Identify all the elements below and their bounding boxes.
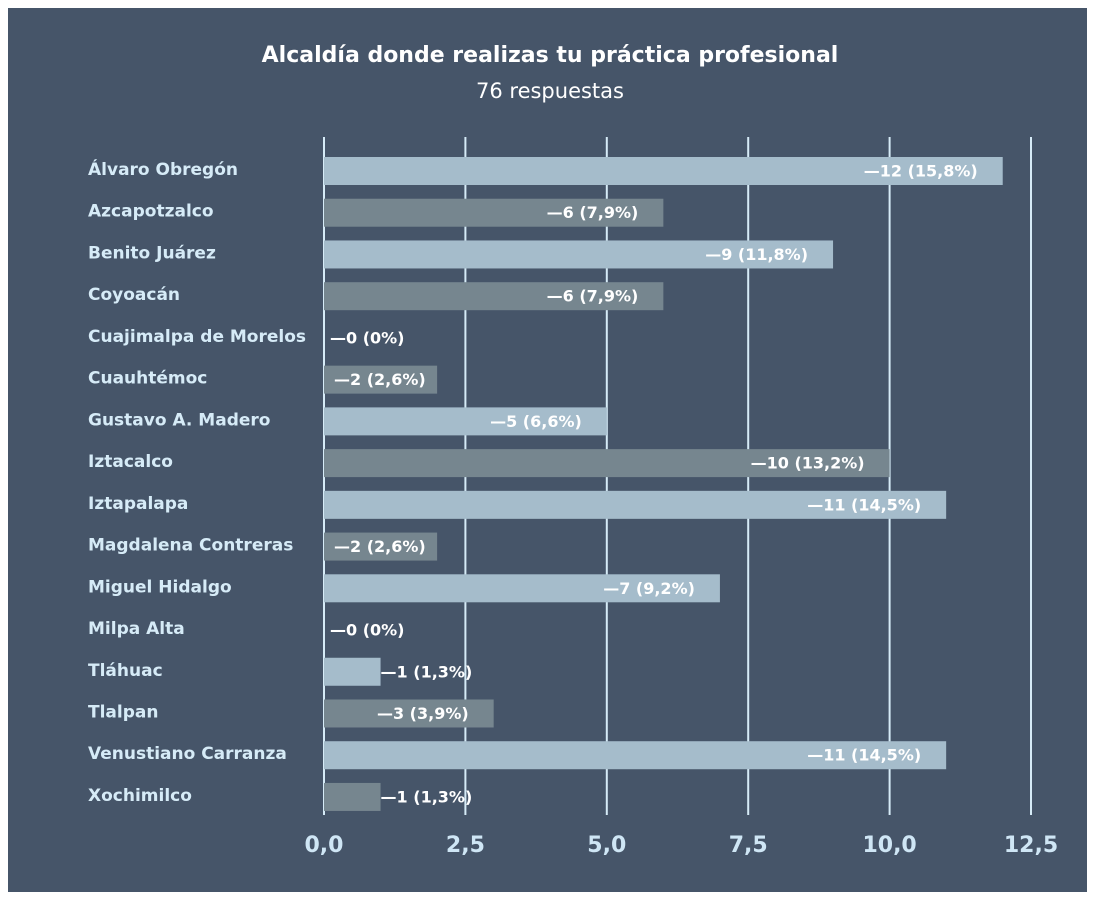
category-label: Tlalpan — [88, 702, 158, 722]
category-label: Magdalena Contreras — [88, 536, 293, 556]
category-label: Xochimilco — [88, 786, 192, 806]
category-label: Cuauhtémoc — [88, 369, 207, 389]
data-label: —5 (6,6%) — [490, 412, 582, 431]
data-label: —0 (0%) — [330, 328, 405, 347]
data-label: —11 (14,5%) — [807, 495, 921, 514]
category-label: Iztacalco — [88, 452, 173, 472]
category-label: Azcapotzalco — [88, 202, 214, 222]
bar — [324, 699, 494, 728]
category-label: Tláhuac — [88, 661, 163, 681]
data-label: —1 (1,3%) — [381, 662, 473, 681]
bar — [324, 198, 664, 227]
data-label: —9 (11,8%) — [705, 245, 808, 264]
bar — [324, 574, 720, 603]
category-label: Álvaro Obregón — [88, 158, 238, 180]
bar — [324, 157, 1003, 185]
data-label: —2 (2,6%) — [334, 537, 426, 556]
category-label: Coyoacán — [88, 285, 180, 305]
bar — [324, 532, 438, 561]
data-label: —1 (1,3%) — [381, 787, 473, 806]
data-label: —12 (15,8%) — [864, 162, 978, 181]
data-label: —6 (7,9%) — [547, 203, 639, 222]
data-label: —6 (7,9%) — [547, 287, 639, 306]
category-label: Iztapalapa — [88, 494, 188, 514]
category-label: Gustavo A. Madero — [88, 410, 270, 430]
category-label: Cuajimalpa de Morelos — [88, 327, 306, 347]
x-tick-label: 7,5 — [729, 833, 768, 858]
bar — [324, 657, 381, 686]
category-label: Venustiano Carranza — [88, 744, 287, 764]
bar — [324, 449, 890, 478]
bar — [324, 407, 607, 436]
bar — [324, 490, 947, 519]
x-tick-label: 2,5 — [446, 833, 485, 858]
data-label: —2 (2,6%) — [334, 370, 426, 389]
data-label: —11 (14,5%) — [807, 746, 921, 765]
data-label: —10 (13,2%) — [751, 454, 865, 473]
x-tick-label: 12,5 — [1004, 833, 1058, 858]
bar — [324, 741, 947, 770]
data-label: —0 (0%) — [330, 621, 405, 640]
chart-title: Alcaldía donde realizas tu práctica prof… — [262, 43, 839, 68]
data-label: —7 (9,2%) — [603, 579, 695, 598]
bar — [324, 240, 834, 269]
bar — [324, 365, 438, 394]
category-label: Benito Juárez — [88, 243, 216, 263]
bar — [324, 282, 664, 311]
data-label: —3 (3,9%) — [377, 704, 469, 723]
x-tick-label: 5,0 — [587, 833, 626, 858]
category-label: Miguel Hidalgo — [88, 577, 232, 597]
x-tick-label: 10,0 — [862, 833, 916, 858]
category-label: Milpa Alta — [88, 619, 185, 639]
x-tick-label: 0,0 — [305, 833, 344, 858]
chart-subtitle: 76 respuestas — [476, 79, 624, 103]
bar — [324, 782, 381, 811]
